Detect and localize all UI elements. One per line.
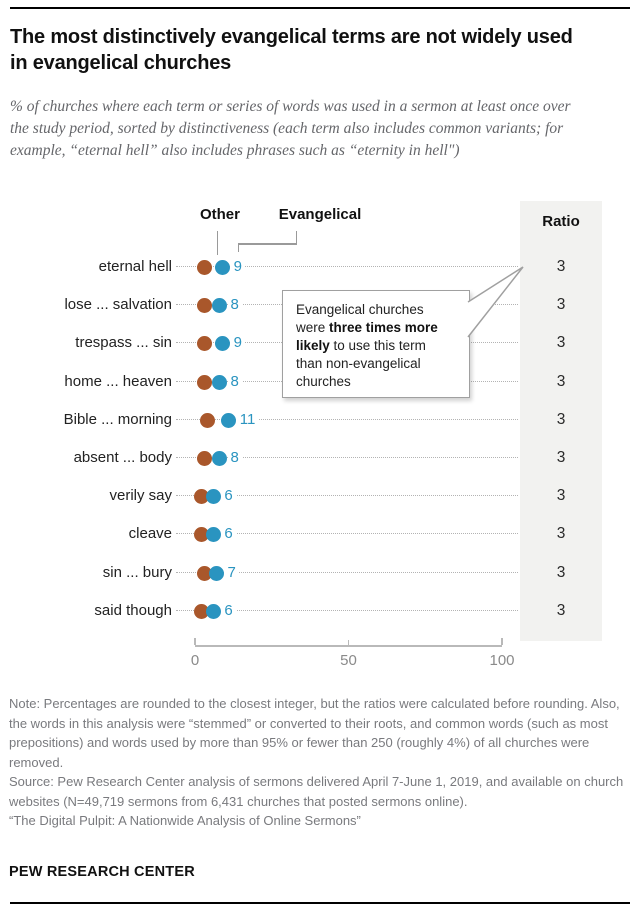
footer-notes: Note: Percentages are rounded to the clo… bbox=[9, 694, 631, 831]
callout-annotation: Evangelical churches were three times mo… bbox=[282, 290, 470, 398]
other-dot bbox=[196, 335, 212, 351]
x-axis-line bbox=[195, 645, 502, 647]
category-label: home ... heaven bbox=[64, 373, 172, 390]
ratio-value: 3 bbox=[556, 564, 566, 581]
evangelical-value: 8 bbox=[227, 295, 242, 315]
ratio-value: 3 bbox=[556, 449, 566, 466]
row-leader-line bbox=[176, 266, 518, 267]
other-dot bbox=[193, 488, 209, 504]
report-title: “The Digital Pulpit: A Nationwide Analys… bbox=[9, 813, 361, 828]
row-leader-line bbox=[176, 495, 518, 496]
row-leader-line bbox=[176, 572, 518, 573]
category-label: eternal hell bbox=[98, 258, 172, 275]
row-leader-line bbox=[176, 419, 518, 420]
other-dot bbox=[199, 412, 215, 428]
evangelical-value: 9 bbox=[230, 333, 245, 353]
evangelical-value: 7 bbox=[224, 563, 239, 583]
ratio-value: 3 bbox=[556, 258, 566, 275]
legend-label-evangelical: Evangelical bbox=[278, 206, 362, 223]
chart-subtitle: % of churches where each term or series … bbox=[10, 98, 571, 159]
evangelical-value: 6 bbox=[221, 486, 236, 506]
other-dot bbox=[193, 526, 209, 542]
evangelical-dot bbox=[212, 374, 228, 390]
evangelical-dot bbox=[205, 488, 221, 504]
category-label: absent ... body bbox=[73, 449, 172, 466]
other-dot bbox=[196, 374, 212, 390]
category-label: lose ... salvation bbox=[64, 296, 172, 313]
other-dot bbox=[193, 603, 209, 619]
evangelical-dot bbox=[205, 526, 221, 542]
page-title: The most distinctively evangelical terms… bbox=[10, 26, 573, 75]
evangelical-value: 11 bbox=[236, 410, 259, 430]
callout-text: Evangelical churches were bbox=[296, 302, 424, 335]
x-axis-tick-label: 50 bbox=[340, 652, 357, 669]
ratio-value: 3 bbox=[556, 373, 566, 390]
evangelical-dot bbox=[208, 565, 224, 581]
x-axis-tick bbox=[501, 638, 503, 645]
category-label: Bible ... morning bbox=[63, 411, 172, 428]
evangelical-dot bbox=[221, 412, 237, 428]
callout-pointer bbox=[467, 266, 524, 338]
legend-leader-evangelical-horizontal bbox=[237, 243, 297, 245]
x-axis-tick-label: 100 bbox=[489, 652, 515, 669]
category-label: said though bbox=[94, 602, 172, 619]
category-label: sin ... bury bbox=[102, 564, 172, 581]
legend-leader-evangelical-stub bbox=[237, 243, 239, 252]
ratio-value: 3 bbox=[556, 602, 566, 619]
row-leader-line bbox=[176, 457, 518, 458]
ratio-panel bbox=[520, 201, 602, 641]
legend-label-other: Other bbox=[199, 206, 240, 223]
x-axis-tick bbox=[194, 638, 196, 645]
category-label: trespass ... sin bbox=[75, 334, 172, 351]
evangelical-dot bbox=[212, 450, 228, 466]
callout-text-bold: three times more likely bbox=[296, 319, 438, 353]
ratio-value: 3 bbox=[556, 411, 566, 428]
ratio-value: 3 bbox=[556, 487, 566, 504]
other-dot bbox=[196, 297, 212, 313]
evangelical-value: 6 bbox=[221, 524, 236, 544]
evangelical-value: 8 bbox=[227, 448, 242, 468]
row-leader-line bbox=[176, 610, 518, 611]
evangelical-value: 8 bbox=[227, 372, 242, 392]
other-dot bbox=[196, 259, 212, 275]
legend-leader-evangelical-vertical bbox=[295, 231, 297, 243]
note-text: Note: Percentages are rounded to the clo… bbox=[9, 696, 620, 770]
evangelical-value: 9 bbox=[230, 257, 245, 277]
other-dot bbox=[196, 450, 212, 466]
top-divider bbox=[10, 7, 630, 9]
x-axis-tick bbox=[347, 640, 350, 645]
category-label: cleave bbox=[128, 525, 172, 542]
evangelical-value: 6 bbox=[221, 601, 236, 621]
bottom-divider bbox=[10, 902, 630, 904]
evangelical-dot bbox=[215, 259, 231, 275]
ratio-value: 3 bbox=[556, 296, 566, 313]
ratio-value: 3 bbox=[556, 334, 566, 351]
source-text: Source: Pew Research Center analysis of … bbox=[9, 774, 624, 809]
brand-wordmark: PEW RESEARCH CENTER bbox=[9, 864, 195, 880]
evangelical-dot bbox=[215, 335, 231, 351]
evangelical-dot bbox=[212, 297, 228, 313]
evangelical-dot bbox=[205, 603, 221, 619]
callout-text-end: to use this term than non-evangelical ch… bbox=[296, 337, 426, 389]
row-leader-line bbox=[176, 533, 518, 534]
legend-leader-other bbox=[216, 231, 218, 255]
x-axis-tick-label: 0 bbox=[190, 652, 200, 669]
other-dot bbox=[196, 565, 212, 581]
category-label: verily say bbox=[109, 487, 172, 504]
ratio-column-header: Ratio bbox=[542, 213, 580, 230]
ratio-value: 3 bbox=[556, 525, 566, 542]
